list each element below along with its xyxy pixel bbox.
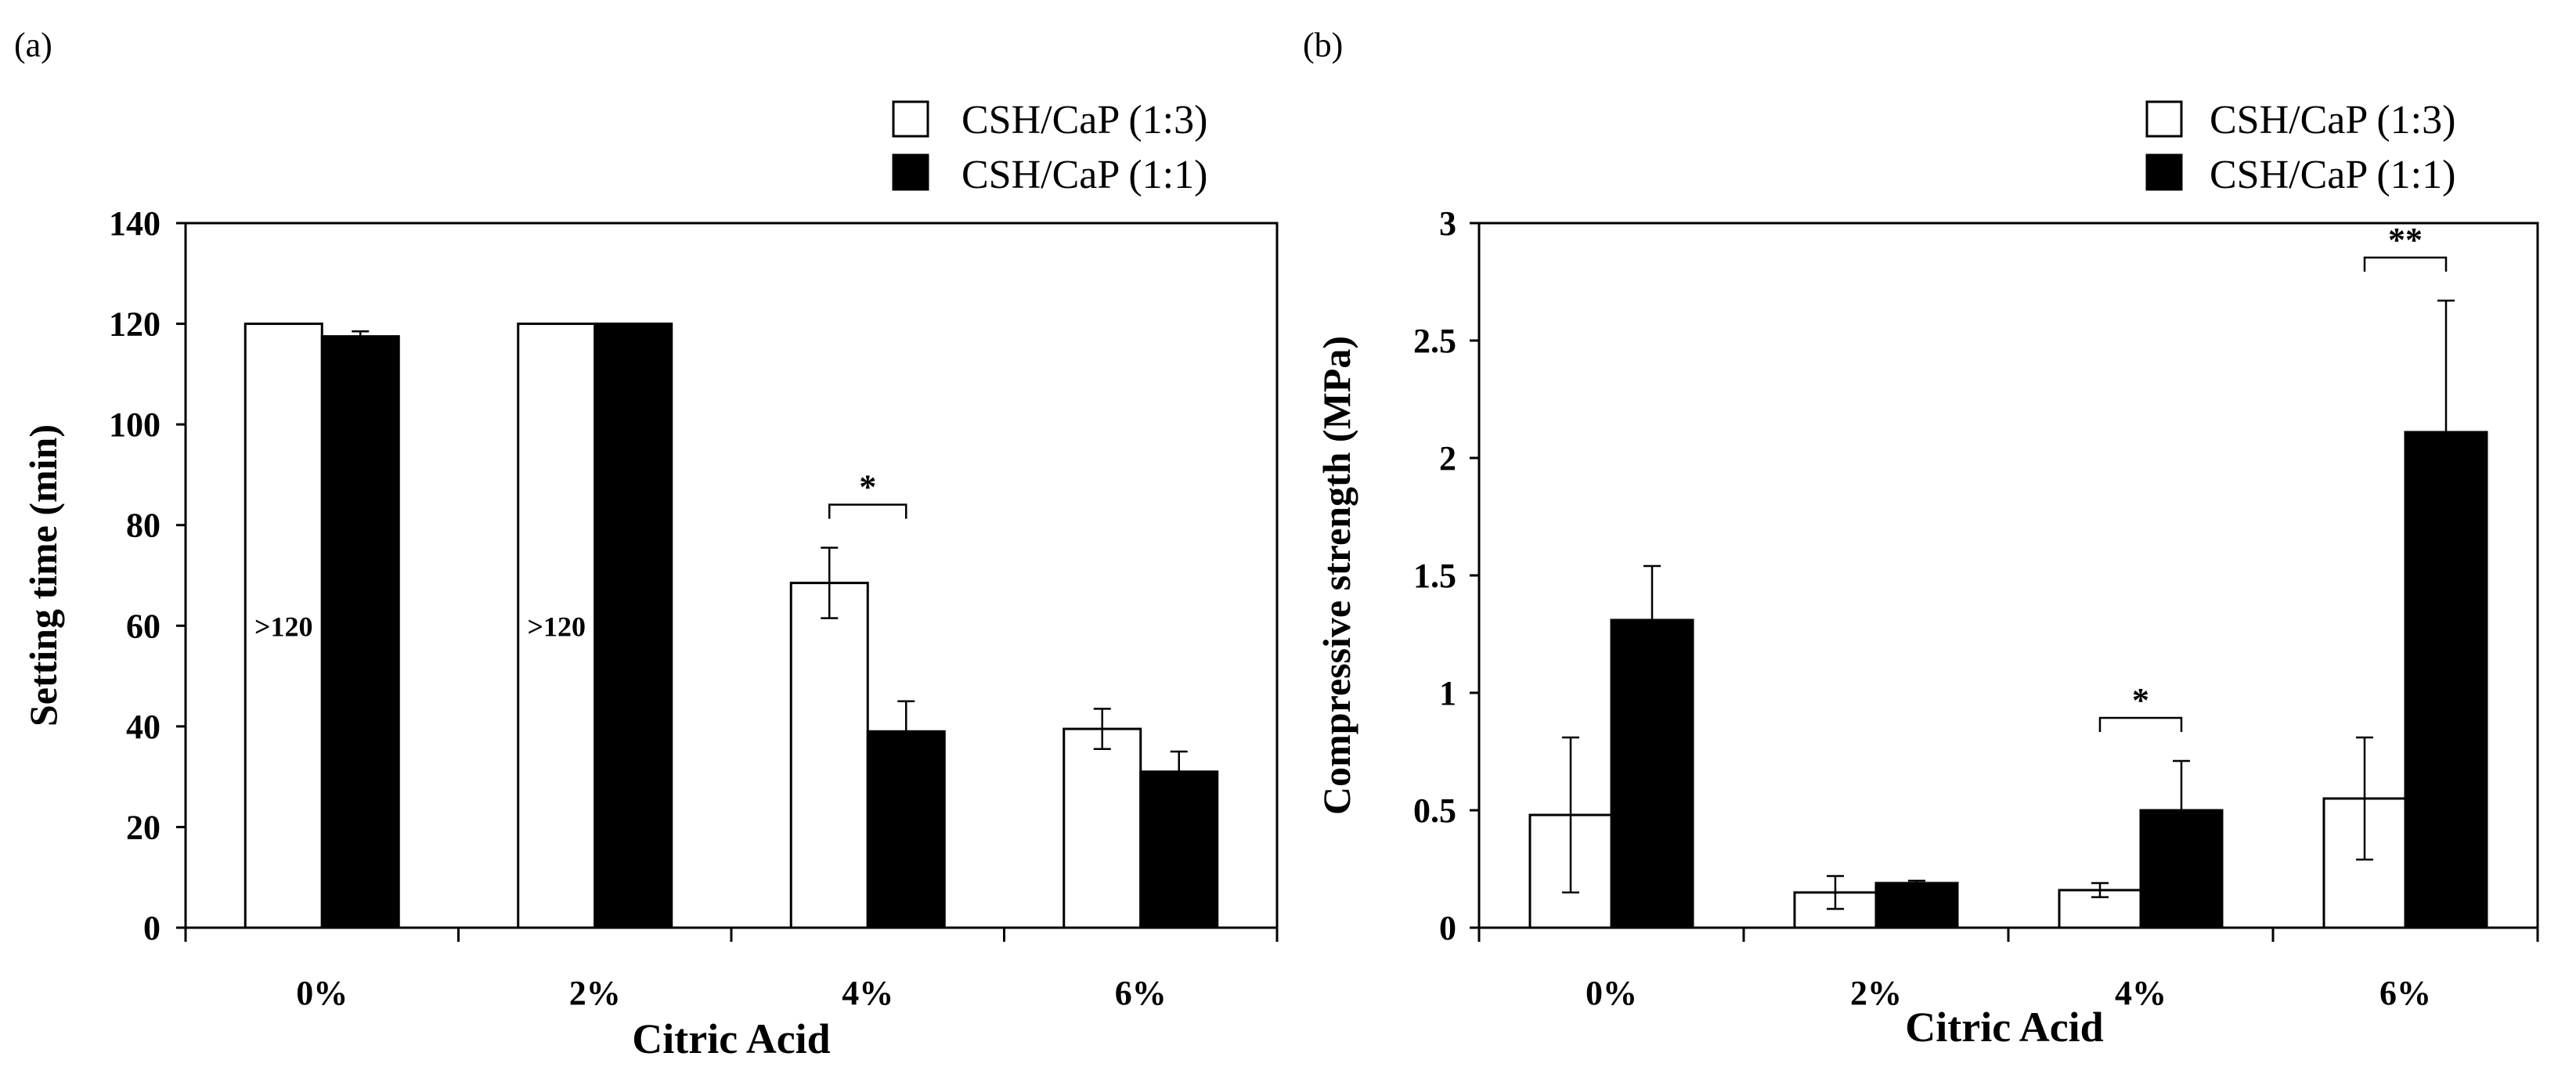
- y-tick-label: 60: [126, 607, 161, 645]
- y-tick-label: 1.5: [1413, 557, 1456, 595]
- bar-series-1: [244, 323, 323, 929]
- panel-a-setting-time-chart: (a) CSH/CaP (1:3) CSH/CaP (1:1) 0 20 40 60 8…: [14, 26, 1279, 1062]
- legend-swatch-1-3: [2145, 100, 2183, 138]
- panel-a-label: (a): [14, 26, 52, 64]
- x-category-label: 4%: [842, 974, 893, 1012]
- panel-a-y-axis-label: Setting time (min): [21, 424, 65, 726]
- bar-annotation: >120: [254, 611, 313, 642]
- y-tick-label: 80: [126, 507, 161, 545]
- y-tick-label: 40: [126, 708, 161, 746]
- y-tick-label: 100: [109, 406, 161, 444]
- significance-marker: *: [859, 468, 876, 507]
- x-category-label: 4%: [2115, 974, 2167, 1012]
- y-tick-label: 1: [1439, 674, 1456, 712]
- legend-label-1-3: CSH/CaP (1:3): [2210, 98, 2455, 142]
- legend-swatch-1-3: [892, 100, 929, 138]
- bar-series-2: [1874, 882, 1959, 929]
- panel-b-bars: ***: [1528, 221, 2488, 929]
- bar-series-1: [789, 582, 869, 929]
- panel-b-y-axis-label: Compressive strength (MPa): [1315, 336, 1358, 815]
- bar-annotation: >120: [604, 611, 662, 642]
- bar-series-1: [517, 323, 597, 929]
- legend-swatch-1-1: [2145, 153, 2183, 191]
- bar-series-2: [320, 335, 400, 929]
- bar-series-2: [593, 323, 673, 929]
- panel-a-bars: >120 >120 >120 *: [244, 323, 1219, 929]
- y-tick-label: 20: [126, 808, 161, 846]
- panel-a-legend: CSH/CaP (1:3) CSH/CaP (1:1): [892, 98, 1207, 197]
- significance-marker: *: [2132, 681, 2149, 719]
- y-tick-label: 3: [1439, 204, 1456, 243]
- legend-label-1-1: CSH/CaP (1:1): [2210, 153, 2455, 197]
- y-tick-label: 2: [1439, 439, 1456, 478]
- significance-bracket: [2098, 716, 2183, 732]
- y-tick-label: 140: [109, 204, 161, 243]
- legend-label-1-1: CSH/CaP (1:1): [961, 153, 1207, 197]
- panel-b-compressive-strength-chart: (b) CSH/CaP (1:3) CSH/CaP (1:1) 0 0.5 1 1.5…: [1303, 26, 2539, 1051]
- significance-marker: **: [2388, 221, 2423, 259]
- bar-series-2: [866, 730, 946, 929]
- y-tick-label: 0: [1439, 909, 1456, 947]
- y-tick-label: 2.5: [1413, 322, 1456, 360]
- panel-b-legend: CSH/CaP (1:3) CSH/CaP (1:1): [2145, 98, 2455, 197]
- legend-swatch-1-1: [892, 153, 929, 191]
- y-tick-label: 0: [143, 909, 161, 947]
- x-category-label: 2%: [1850, 974, 1902, 1012]
- x-category-label: 6%: [1115, 974, 1167, 1012]
- significance-bracket: [2363, 256, 2448, 272]
- panel-a-x-axis-label: Citric Acid: [632, 1015, 830, 1062]
- x-category-label: 2%: [569, 974, 621, 1012]
- bar-series-2: [1139, 770, 1219, 929]
- legend-label-1-3: CSH/CaP (1:3): [961, 98, 1207, 142]
- x-category-label: 0%: [296, 974, 348, 1012]
- y-tick-label: 0.5: [1413, 791, 1456, 830]
- panel-b-x-axis-label: Citric Acid: [1905, 1004, 2103, 1051]
- panel-b-label: (b): [1303, 26, 1343, 64]
- y-tick-label: 120: [109, 305, 161, 344]
- bar-annotation: >120: [527, 611, 586, 642]
- x-category-label: 0%: [1586, 974, 1637, 1012]
- bar-series-1: [1063, 727, 1142, 929]
- panel-a-axes: 0 20 40 60 80 100 120 140 0% 2% 4% 6%: [109, 204, 1279, 1012]
- panel-b-axes: 0 0.5 1 1.5 2 2.5 3 0% 2% 4% 6%: [1413, 204, 2539, 1012]
- significance-bracket: [828, 503, 907, 519]
- x-category-label: 6%: [2379, 974, 2431, 1012]
